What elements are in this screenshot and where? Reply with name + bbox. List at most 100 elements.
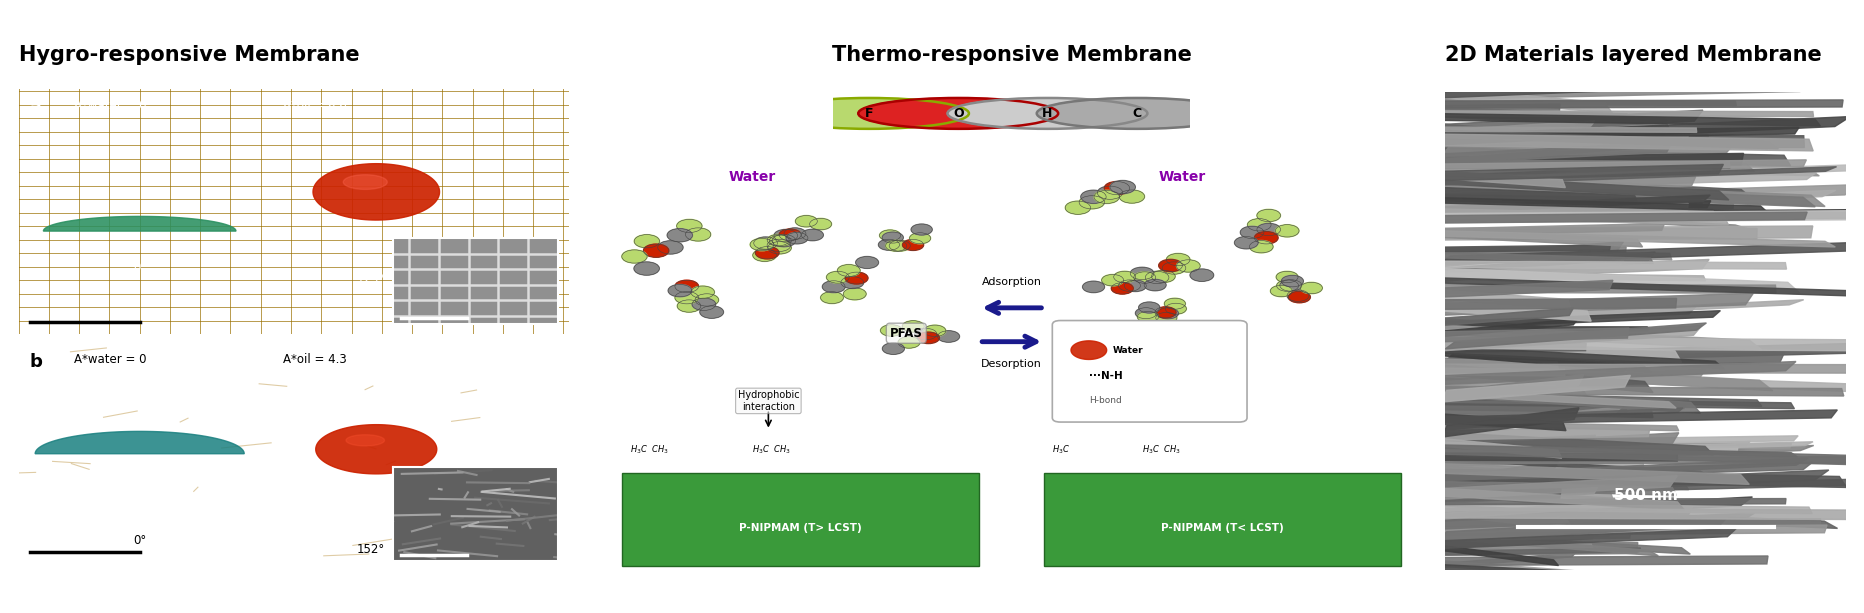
Polygon shape [1413, 359, 1558, 370]
Polygon shape [1441, 160, 1806, 170]
Polygon shape [1411, 436, 1797, 446]
Circle shape [915, 329, 936, 340]
FancyBboxPatch shape [623, 473, 979, 566]
Polygon shape [1415, 476, 1676, 501]
Polygon shape [1430, 485, 1590, 509]
Polygon shape [1407, 77, 1771, 97]
Polygon shape [1413, 120, 1666, 148]
Polygon shape [1428, 253, 1653, 264]
Polygon shape [1426, 349, 1652, 372]
Polygon shape [1420, 563, 1629, 581]
Circle shape [857, 98, 1057, 129]
FancyBboxPatch shape [1051, 321, 1247, 422]
Circle shape [658, 241, 682, 254]
Polygon shape [1424, 188, 1625, 201]
Circle shape [768, 98, 969, 129]
Circle shape [938, 331, 958, 342]
Polygon shape [1439, 531, 1596, 549]
Circle shape [749, 238, 774, 251]
Polygon shape [1435, 127, 1696, 132]
Circle shape [902, 321, 925, 332]
Polygon shape [1422, 556, 1767, 566]
Circle shape [1256, 209, 1281, 222]
Circle shape [1189, 269, 1213, 281]
Circle shape [667, 229, 692, 242]
Polygon shape [1417, 128, 1799, 140]
Polygon shape [1405, 398, 1793, 409]
Circle shape [1118, 190, 1144, 203]
Polygon shape [1417, 261, 1624, 283]
Circle shape [1079, 196, 1103, 209]
Circle shape [768, 235, 790, 246]
Circle shape [1158, 259, 1182, 272]
Text: Desorption: Desorption [980, 359, 1042, 368]
Text: A*water = 0: A*water = 0 [75, 353, 145, 366]
Text: A*oil = 4.3: A*oil = 4.3 [283, 353, 347, 366]
Polygon shape [1428, 259, 1707, 281]
Polygon shape [1439, 404, 1652, 417]
Polygon shape [1415, 386, 1843, 396]
Circle shape [1249, 240, 1273, 253]
Circle shape [1165, 303, 1186, 314]
Circle shape [1254, 232, 1277, 244]
Text: Thermo-responsive Membrane: Thermo-responsive Membrane [831, 45, 1191, 65]
Polygon shape [1411, 293, 1752, 316]
Polygon shape [1420, 172, 1752, 199]
Circle shape [898, 337, 919, 348]
Polygon shape [1420, 226, 1812, 240]
Circle shape [621, 250, 647, 263]
Circle shape [677, 300, 701, 312]
Polygon shape [1402, 530, 1555, 552]
Circle shape [1124, 280, 1146, 292]
Text: O: O [953, 107, 964, 120]
Polygon shape [1404, 375, 1588, 401]
Circle shape [1240, 226, 1264, 238]
Circle shape [766, 234, 788, 246]
Circle shape [1165, 253, 1189, 266]
Polygon shape [1413, 164, 1858, 185]
Circle shape [1150, 270, 1174, 283]
Circle shape [1234, 237, 1258, 249]
Polygon shape [1402, 147, 1789, 166]
Polygon shape [1422, 172, 1652, 191]
Circle shape [837, 265, 859, 276]
Polygon shape [1433, 457, 1845, 463]
Polygon shape [1426, 368, 1860, 392]
Polygon shape [1441, 421, 1678, 431]
Text: Water: Water [1113, 346, 1143, 355]
Circle shape [1130, 267, 1154, 280]
Polygon shape [1435, 406, 1622, 432]
Polygon shape [1070, 341, 1105, 359]
Polygon shape [1435, 515, 1728, 543]
Polygon shape [1413, 410, 1836, 425]
Circle shape [1158, 308, 1178, 319]
Polygon shape [1428, 441, 1748, 457]
Polygon shape [1409, 249, 1670, 260]
Circle shape [1135, 308, 1156, 319]
Polygon shape [1430, 200, 1734, 209]
Polygon shape [1439, 393, 1761, 406]
Polygon shape [1437, 144, 1734, 166]
Polygon shape [1441, 408, 1681, 422]
Polygon shape [1411, 412, 1566, 431]
Polygon shape [1409, 311, 1719, 329]
Polygon shape [1424, 446, 1814, 468]
Circle shape [1299, 283, 1322, 294]
Text: 0°: 0° [132, 535, 145, 547]
Polygon shape [1411, 100, 1735, 105]
Circle shape [1277, 280, 1297, 291]
Circle shape [692, 298, 716, 310]
Text: $H_3C$: $H_3C$ [1051, 443, 1070, 456]
Polygon shape [1409, 135, 1804, 148]
Circle shape [822, 281, 844, 292]
Circle shape [1279, 280, 1301, 291]
Polygon shape [1409, 442, 1812, 455]
Polygon shape [1435, 427, 1650, 440]
Polygon shape [1439, 507, 1691, 529]
Polygon shape [1404, 324, 1760, 350]
Text: A*water = 0: A*water = 0 [75, 99, 145, 112]
Polygon shape [1445, 323, 1706, 349]
Polygon shape [1407, 208, 1728, 225]
Polygon shape [1411, 186, 1638, 205]
Circle shape [634, 235, 660, 248]
